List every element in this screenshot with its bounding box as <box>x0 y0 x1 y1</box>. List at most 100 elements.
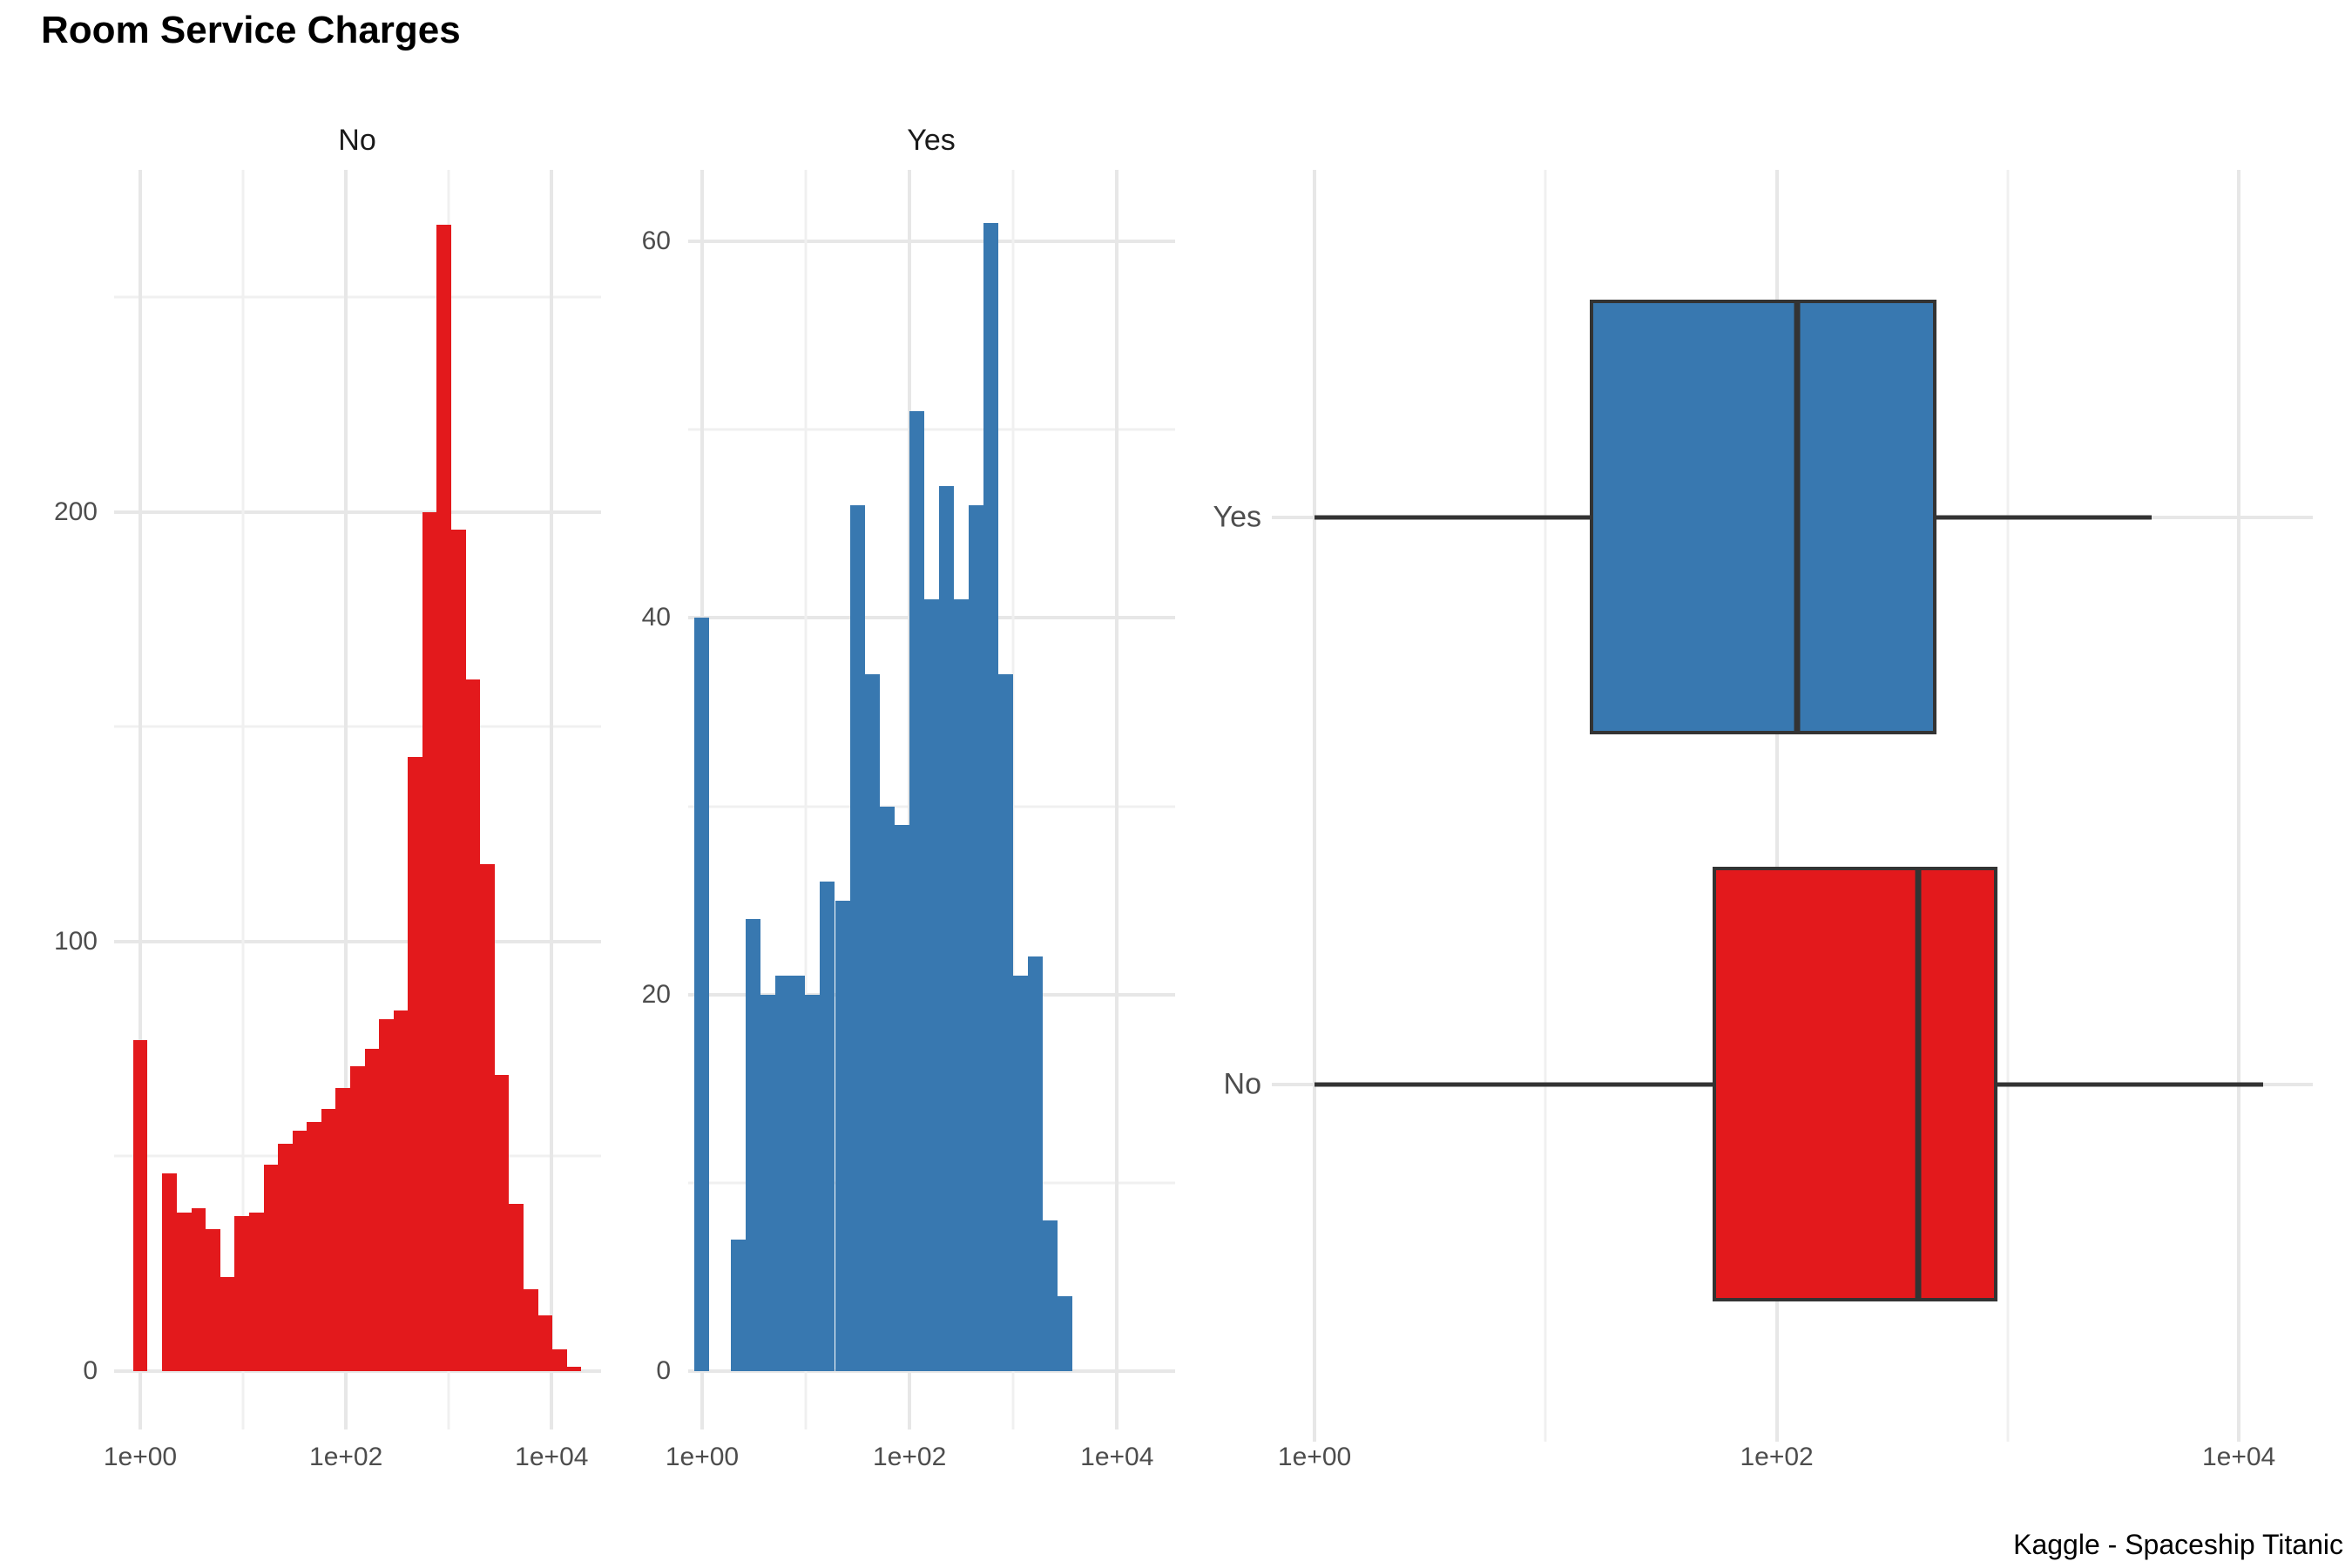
chart-title: Room Service Charges <box>41 9 461 51</box>
y-tick-label: 100 <box>53 926 98 956</box>
whisker-line-lower <box>1315 515 1590 520</box>
histogram-bar <box>775 976 791 1371</box>
histogram-bar <box>790 976 806 1371</box>
gridline-major-y <box>688 240 1175 244</box>
x-tick-label: 1e+02 <box>872 1443 947 1471</box>
gridline-minor-x <box>1011 170 1015 1429</box>
histogram-bar <box>436 224 452 1371</box>
x-tick-label: 1e+02 <box>1740 1443 1814 1471</box>
histogram-bar <box>379 1018 394 1371</box>
histogram-bar <box>248 1212 264 1371</box>
chart-caption: Kaggle - Spaceship Titanic <box>2013 1529 2343 1560</box>
boxplot-panel <box>1272 170 2313 1442</box>
histogram-bar <box>206 1229 220 1371</box>
histogram-bar <box>408 756 422 1371</box>
histogram-bar <box>451 529 466 1371</box>
histogram-bar <box>983 222 998 1371</box>
histogram-bar <box>864 674 880 1371</box>
box-yes <box>1589 299 1936 735</box>
histogram-bar <box>923 598 939 1371</box>
x-tick-label: 1e+00 <box>103 1443 178 1471</box>
gridline-minor-x <box>2006 170 2010 1442</box>
gridline-major-y <box>114 510 601 514</box>
histogram-bar <box>335 1087 351 1371</box>
histogram-bar <box>292 1130 308 1371</box>
histogram-bar <box>1057 1295 1072 1371</box>
histogram-bar <box>393 1010 409 1371</box>
histogram-bar <box>894 825 909 1371</box>
x-tick-label: 1e+04 <box>515 1443 589 1471</box>
histogram-bar <box>805 994 821 1371</box>
histogram-bar <box>566 1367 582 1371</box>
histogram-bar <box>132 1040 148 1371</box>
histogram-bar <box>1042 1220 1058 1371</box>
histogram-bar <box>350 1065 365 1371</box>
y-tick-label: 40 <box>641 603 671 632</box>
histogram-bar <box>731 1239 747 1371</box>
y-tick-label: 60 <box>641 226 671 256</box>
facet-label-no: No <box>338 124 376 157</box>
histogram-bar <box>307 1122 321 1371</box>
histogram-bar <box>162 1173 178 1371</box>
histogram-bar <box>746 919 761 1371</box>
histogram-bar <box>321 1109 336 1371</box>
histogram-bar <box>263 1165 279 1371</box>
x-tick-label: 1e+00 <box>1277 1443 1352 1471</box>
gridline-major-y <box>114 939 601 943</box>
histogram-bar <box>694 618 710 1371</box>
histogram-bar <box>422 511 437 1371</box>
y-tick-label: 0 <box>83 1355 98 1385</box>
histogram-panel-yes <box>688 170 1175 1429</box>
histogram-bar <box>465 679 481 1371</box>
gridline-major-x <box>1115 170 1119 1429</box>
median-line <box>1794 299 1801 735</box>
histogram-bar <box>760 994 776 1371</box>
gridline-minor-y <box>114 725 601 728</box>
y-tick-label: 20 <box>641 979 671 1009</box>
histogram-bar <box>820 882 835 1371</box>
histogram-bar <box>968 504 983 1371</box>
y-tick-label: 0 <box>656 1355 671 1385</box>
histogram-bar <box>480 864 495 1371</box>
histogram-bar <box>552 1349 567 1371</box>
histogram-bar <box>1027 956 1043 1371</box>
x-tick-label: 1e+04 <box>2201 1443 2276 1471</box>
median-line <box>1915 867 1922 1302</box>
gridline-minor-x <box>1544 170 1547 1442</box>
category-label-yes: Yes <box>1213 500 1261 534</box>
histogram-panel-no <box>114 170 601 1429</box>
x-tick-label: 1e+04 <box>1080 1443 1154 1471</box>
histogram-bar <box>537 1315 553 1371</box>
whisker-line-upper <box>1997 1082 2263 1087</box>
gridline-major-x <box>1313 170 1317 1442</box>
y-tick-label: 200 <box>53 497 98 526</box>
histogram-bar <box>835 900 850 1371</box>
gridline-major-x <box>1774 170 1779 1442</box>
histogram-bar <box>1012 976 1028 1371</box>
histogram-bar <box>234 1216 249 1371</box>
histogram-bar <box>879 806 895 1371</box>
x-tick-label: 1e+00 <box>665 1443 740 1471</box>
whisker-line-upper <box>1936 515 2153 520</box>
gridline-minor-y <box>688 428 1175 431</box>
histogram-bar <box>364 1049 380 1371</box>
gridline-major-x <box>2237 170 2241 1442</box>
gridline-major-x <box>138 170 142 1429</box>
gridline-minor-y <box>114 295 601 299</box>
histogram-bar <box>278 1143 293 1371</box>
gridline-major-x <box>344 170 348 1429</box>
histogram-bar <box>953 598 969 1371</box>
gridline-minor-x <box>241 170 245 1429</box>
histogram-bar <box>191 1207 206 1371</box>
histogram-bar <box>997 674 1013 1371</box>
histogram-bar <box>509 1203 524 1371</box>
histogram-bar <box>220 1276 235 1371</box>
facet-label-yes: Yes <box>907 124 956 157</box>
histogram-bar <box>494 1074 510 1371</box>
histogram-bar <box>938 486 954 1371</box>
whisker-line-lower <box>1315 1082 1713 1087</box>
gridline-minor-x <box>804 170 808 1429</box>
histogram-bar <box>177 1212 192 1371</box>
histogram-bar <box>909 410 924 1371</box>
